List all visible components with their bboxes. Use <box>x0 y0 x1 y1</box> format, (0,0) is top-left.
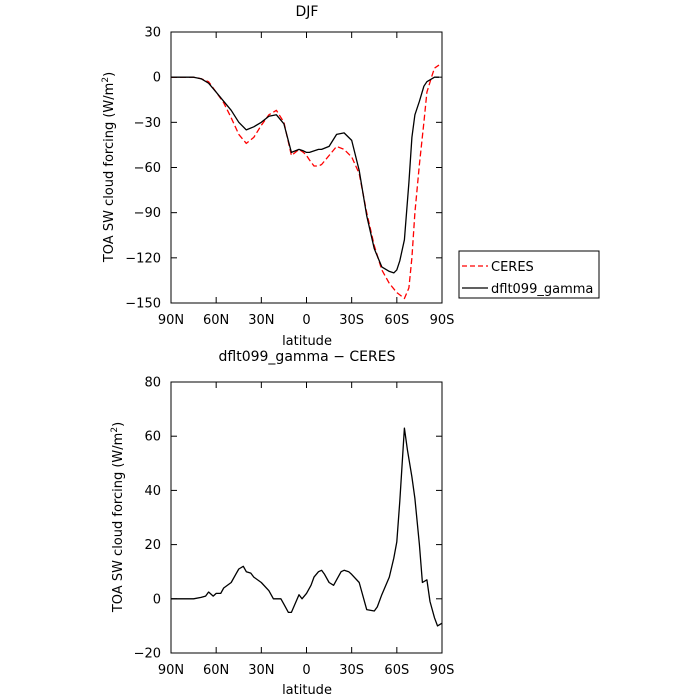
series-line-ceres <box>171 64 440 300</box>
y-tick-label: −30 <box>134 116 161 131</box>
panel-top: DJF 90N 60N 30N 0 30S 60S 90S 30 0 −30 −60 −90 −120… <box>101 4 600 349</box>
x-tick-label: 30N <box>248 663 274 678</box>
x-tick-label: 30S <box>339 663 364 678</box>
x-tick-label: 60S <box>384 663 409 678</box>
y-tick-label: −150 <box>125 297 161 312</box>
x-tick-label: 60N <box>203 313 229 328</box>
series-group-bottom <box>171 427 443 627</box>
x-tick-label: 90N <box>158 663 184 678</box>
legend-label-model: dflt099_gamma <box>491 282 593 297</box>
plot-frame-top <box>170 31 443 304</box>
difference-line <box>171 427 443 627</box>
y-tick-label: 0 <box>153 592 161 607</box>
legend-label-ceres: CERES <box>491 260 534 275</box>
y-axis-bottom: 80 60 40 20 0 −20 <box>134 376 442 662</box>
x-tick-label: 0 <box>302 663 310 678</box>
x-tick-label: 90N <box>158 313 184 328</box>
x-tick-label: 0 <box>302 313 310 328</box>
y-tick-label: −20 <box>134 647 161 662</box>
y-tick-label: 40 <box>144 484 161 499</box>
series-group-top <box>171 64 440 300</box>
y-tick-label: −90 <box>134 206 161 221</box>
plot-frame-bottom <box>170 381 443 654</box>
chart-title-bottom: dflt099_gamma − CERES <box>219 349 396 365</box>
y-axis-label-bottom: TOA SW cloud forcing (W/m2) <box>110 422 126 613</box>
x-axis-label-top: latitude <box>282 334 332 349</box>
x-tick-label: 30S <box>339 313 364 328</box>
y-tick-label: 80 <box>144 376 161 391</box>
y-tick-label: 30 <box>144 26 161 41</box>
y-tick-label: 60 <box>144 430 161 445</box>
x-tick-label: 60N <box>203 663 229 678</box>
x-axis-label-bottom: latitude <box>282 683 332 698</box>
panel-bottom: dflt099_gamma − CERES 90N 60N 30N 0 30S 60S 90… <box>110 349 454 698</box>
x-tick-label: 60S <box>384 313 409 328</box>
x-tick-label: 90S <box>430 663 455 678</box>
series-line-dflt099-gamma <box>171 76 439 274</box>
x-tick-label: 30N <box>248 313 274 328</box>
y-tick-label: −60 <box>134 161 161 176</box>
x-axis-top: 90N 60N 30N 0 30S 60S 90S <box>158 32 455 328</box>
y-tick-label: −120 <box>125 251 161 266</box>
legend-box <box>458 250 600 299</box>
x-axis-bottom: 90N 60N 30N 0 30S 60S 90S <box>158 382 455 678</box>
y-tick-label: 0 <box>153 71 161 86</box>
x-tick-label: 90S <box>430 313 455 328</box>
y-axis-label-top: TOA SW cloud forcing (W/m2) <box>101 72 117 263</box>
chart-title-top: DJF <box>296 4 319 20</box>
y-tick-label: 20 <box>144 538 161 553</box>
y-axis-top: 30 0 −30 −60 −90 −120 −150 <box>125 26 442 312</box>
legend: CERES dflt099_gamma <box>458 250 600 299</box>
